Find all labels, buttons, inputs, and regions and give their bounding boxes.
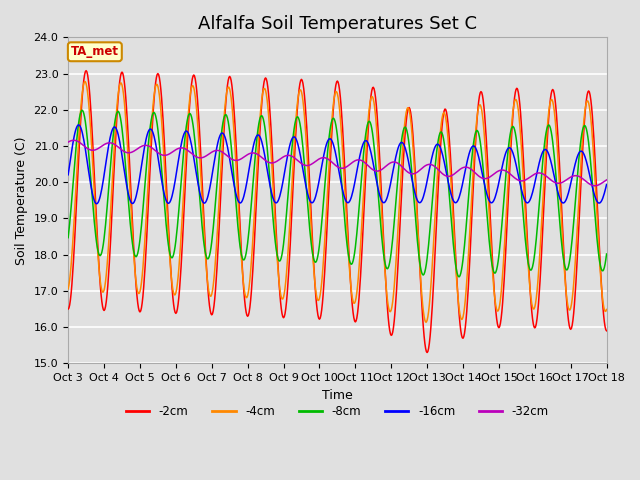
Text: TA_met: TA_met — [71, 45, 119, 58]
Legend: -2cm, -4cm, -8cm, -16cm, -32cm: -2cm, -4cm, -8cm, -16cm, -32cm — [121, 400, 554, 423]
X-axis label: Time: Time — [322, 389, 353, 402]
Y-axis label: Soil Temperature (C): Soil Temperature (C) — [15, 136, 28, 264]
Title: Alfalfa Soil Temperatures Set C: Alfalfa Soil Temperatures Set C — [198, 15, 477, 33]
